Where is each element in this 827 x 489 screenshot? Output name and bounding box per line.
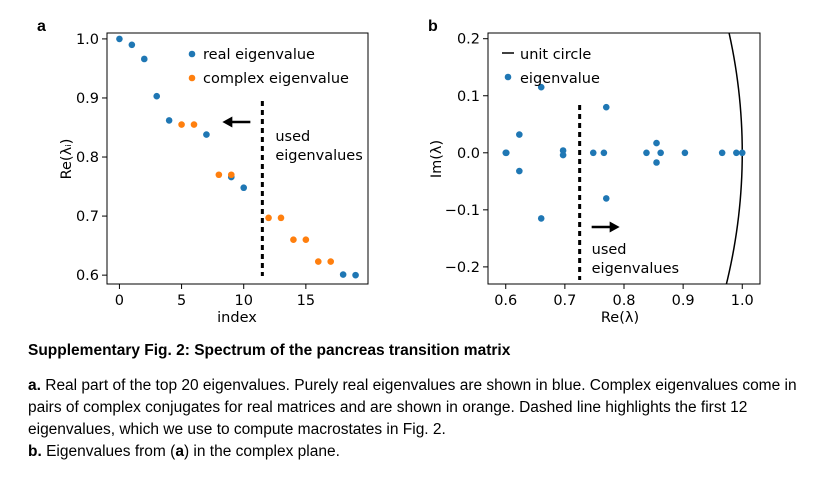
eigenvalue-point <box>719 149 726 156</box>
y-tick-label: −0.2 <box>445 260 480 276</box>
panel-a-label: a <box>37 18 46 35</box>
panel-b-label: b <box>428 18 438 35</box>
panel-b-used-label: used <box>592 242 627 258</box>
figure: a used eigenvalues real eigenvalue compl… <box>0 0 827 335</box>
eigenvalue-point <box>682 149 689 156</box>
caption-a-text: Real part of the top 20 eigenvalues. Pur… <box>28 377 797 438</box>
panel-b-points <box>502 84 745 222</box>
y-tick-label: 1.0 <box>76 32 99 48</box>
legend-eigenvalue-marker <box>505 74 512 81</box>
eigenvalue-point <box>603 104 610 111</box>
caption-b-text-bold: a <box>175 443 184 460</box>
legend-unit-circle-label: unit circle <box>520 47 591 63</box>
real-eigenvalue-point <box>129 42 136 49</box>
x-tick-label: 10 <box>234 293 252 309</box>
real-eigenvalue-point <box>240 184 247 191</box>
legend-complex-marker <box>189 75 196 82</box>
legend-eigenvalue-label: eigenvalue <box>520 71 600 87</box>
panel-b-legend: unit circle eigenvalue <box>502 47 600 87</box>
panel-a: a used eigenvalues real eigenvalue compl… <box>37 18 368 326</box>
eigenvalue-point <box>739 149 746 156</box>
complex-eigenvalue-point <box>191 121 198 128</box>
complex-eigenvalue-point <box>228 171 235 178</box>
eigenvalue-point <box>653 140 660 147</box>
complex-eigenvalue-point <box>216 171 223 178</box>
caption-b-text-2: ) in the complex plane. <box>184 443 340 460</box>
eigenvalue-point <box>516 168 523 175</box>
panel-b: b used eigenvalues unit circle eigenvalu… <box>428 0 760 335</box>
complex-eigenvalue-point <box>315 258 322 265</box>
real-eigenvalue-point <box>153 93 160 100</box>
panel-b-ylabel: Im(λ) <box>429 140 445 178</box>
x-tick-label: 0 <box>115 293 124 309</box>
panel-b-eigenvalues-label: eigenvalues <box>592 261 679 277</box>
legend-real-marker <box>189 51 196 58</box>
eigenvalue-point <box>516 131 523 138</box>
y-tick-label: −0.1 <box>445 203 480 219</box>
x-tick-label: 15 <box>297 293 315 309</box>
panel-a-left-arrow <box>222 117 250 128</box>
x-tick-label: 5 <box>177 293 186 309</box>
eigenvalue-point <box>733 149 740 156</box>
real-eigenvalue-point <box>166 117 173 124</box>
complex-eigenvalue-point <box>303 236 310 243</box>
legend-complex-label: complex eigenvalue <box>203 71 349 87</box>
eigenvalue-point <box>560 152 567 159</box>
x-tick-label: 0.8 <box>612 293 635 309</box>
real-eigenvalue-point <box>340 271 347 278</box>
eigenvalue-point <box>657 149 664 156</box>
panel-b-right-arrow <box>592 222 620 233</box>
real-eigenvalue-point <box>203 131 210 138</box>
x-tick-label: 0.6 <box>494 293 517 309</box>
complex-eigenvalue-point <box>278 215 285 222</box>
panel-a-used-label: used <box>275 129 310 145</box>
eigenvalue-point <box>502 149 509 156</box>
panel-b-xlabel: Re(λ) <box>601 310 639 326</box>
complex-eigenvalue-point <box>265 215 272 222</box>
y-tick-label: 0.1 <box>457 89 480 105</box>
unit-circle-curve <box>691 0 742 335</box>
complex-eigenvalue-point <box>327 258 334 265</box>
y-tick-label: 0.2 <box>457 32 480 48</box>
x-tick-label: 0.9 <box>672 293 695 309</box>
complex-eigenvalue-point <box>290 236 297 243</box>
eigenvalue-point <box>643 149 650 156</box>
panel-a-eigenvalues-label: eigenvalues <box>275 148 362 164</box>
caption-a: a. Real part of the top 20 eigenvalues. … <box>28 375 818 441</box>
x-tick-label: 1.0 <box>731 293 754 309</box>
x-tick-label: 0.7 <box>553 293 576 309</box>
eigenvalue-point <box>603 195 610 202</box>
eigenvalue-point <box>653 159 660 166</box>
legend-real-label: real eigenvalue <box>203 47 315 63</box>
panel-a-ylabel: Re(λᵢ) <box>59 139 75 180</box>
caption-title: Supplementary Fig. 2: Spectrum of the pa… <box>28 342 818 360</box>
caption-b-text-1: Eigenvalues from ( <box>42 443 176 460</box>
y-tick-label: 0.8 <box>76 150 99 166</box>
y-tick-label: 0.9 <box>76 91 99 107</box>
caption-b-label: b. <box>28 443 42 460</box>
real-eigenvalue-point <box>116 36 123 43</box>
real-eigenvalue-point <box>141 56 148 63</box>
complex-eigenvalue-point <box>178 121 185 128</box>
panel-a-xlabel: index <box>217 310 257 326</box>
caption-body: a. Real part of the top 20 eigenvalues. … <box>28 375 818 463</box>
y-tick-label: 0.6 <box>76 268 99 284</box>
eigenvalue-point <box>590 149 597 156</box>
eigenvalue-point <box>601 149 608 156</box>
eigenvalue-point <box>538 215 545 222</box>
panel-a-legend: real eigenvalue complex eigenvalue <box>189 47 349 87</box>
real-eigenvalue-point <box>352 272 359 279</box>
y-tick-label: 0.0 <box>457 146 480 162</box>
caption-b: b. Eigenvalues from (a) in the complex p… <box>28 441 818 463</box>
caption-a-label: a. <box>28 377 41 394</box>
y-tick-label: 0.7 <box>76 209 99 225</box>
